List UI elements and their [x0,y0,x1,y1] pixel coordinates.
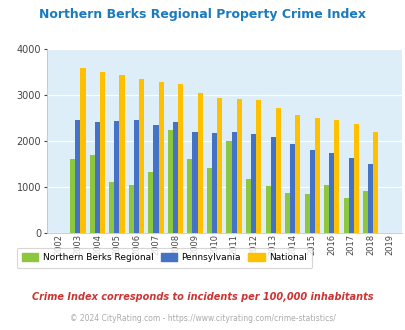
Text: Crime Index corresponds to incidents per 100,000 inhabitants: Crime Index corresponds to incidents per… [32,292,373,302]
Bar [275,108,280,233]
Bar [328,152,333,233]
Bar [95,122,100,233]
Bar [114,121,119,233]
Bar [109,182,114,233]
Bar [314,118,319,233]
Bar [134,120,139,233]
Bar [367,164,372,233]
Bar [158,82,163,233]
Legend: Northern Berks Regional, Pennsylvania, National: Northern Berks Regional, Pennsylvania, N… [17,248,311,268]
Bar [309,150,314,233]
Bar [90,155,95,233]
Bar [372,132,377,233]
Text: © 2024 CityRating.com - https://www.cityrating.com/crime-statistics/: © 2024 CityRating.com - https://www.city… [70,314,335,323]
Bar [128,184,134,233]
Bar [100,72,105,233]
Bar [250,134,256,233]
Bar [284,193,290,233]
Bar [173,122,178,233]
Bar [343,198,348,233]
Bar [139,79,144,233]
Bar [353,124,358,233]
Bar [75,120,80,233]
Bar [245,179,250,233]
Bar [153,125,158,233]
Bar [192,132,197,233]
Bar [178,84,183,233]
Bar [270,137,275,233]
Bar [168,130,173,233]
Text: Northern Berks Regional Property Crime Index: Northern Berks Regional Property Crime I… [39,8,366,21]
Bar [256,100,260,233]
Bar [290,144,294,233]
Bar [197,92,202,233]
Bar [348,158,353,233]
Bar [187,159,192,233]
Bar [70,159,75,233]
Bar [294,115,300,233]
Bar [211,133,217,233]
Bar [265,186,270,233]
Bar [362,191,367,233]
Bar [148,172,153,233]
Bar [80,68,85,233]
Bar [304,194,309,233]
Bar [236,99,241,233]
Bar [323,184,328,233]
Bar [226,141,231,233]
Bar [119,75,124,233]
Bar [333,120,339,233]
Bar [207,168,211,233]
Bar [217,98,222,233]
Bar [231,132,236,233]
